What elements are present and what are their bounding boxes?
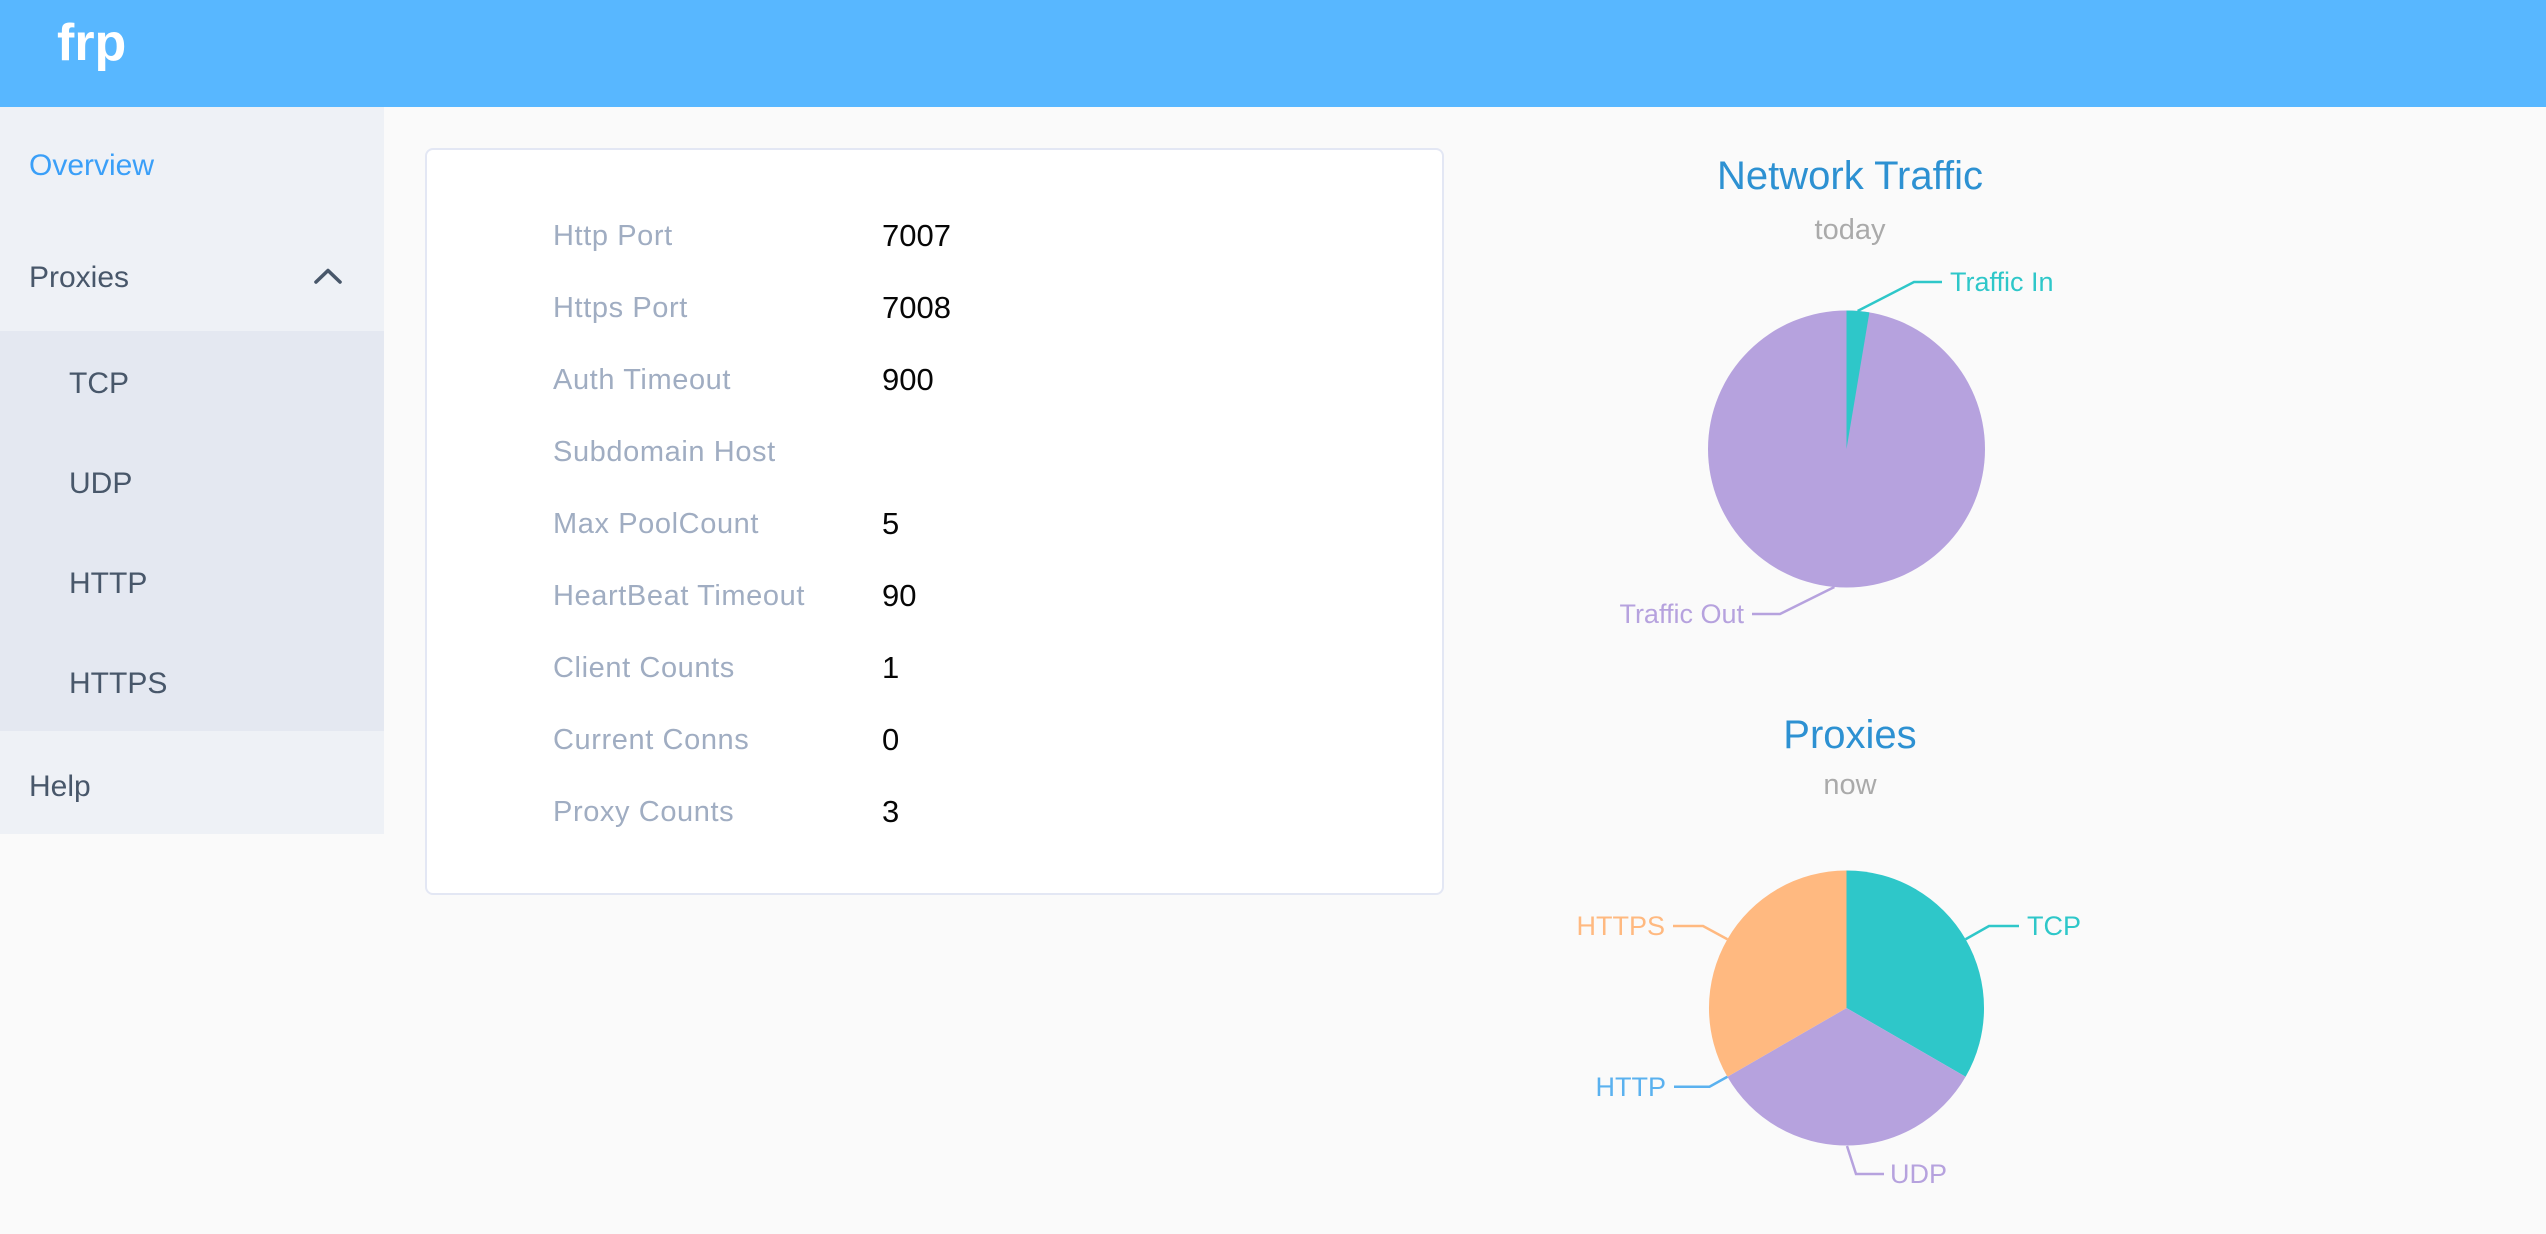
svg-text:Network Traffic: Network Traffic	[1717, 154, 1983, 198]
svg-text:UDP: UDP	[1890, 1159, 1947, 1189]
svg-text:Traffic In: Traffic In	[1950, 267, 2054, 297]
svg-text:Traffic Out: Traffic Out	[1619, 599, 1744, 629]
svg-text:TCP: TCP	[2027, 911, 2081, 941]
svg-text:today: today	[1815, 214, 1886, 246]
svg-text:now: now	[1823, 769, 1877, 801]
svg-text:HTTPS: HTTPS	[1576, 911, 1665, 941]
svg-text:HTTP: HTTP	[1596, 1072, 1667, 1102]
svg-text:Proxies: Proxies	[1783, 713, 1916, 757]
